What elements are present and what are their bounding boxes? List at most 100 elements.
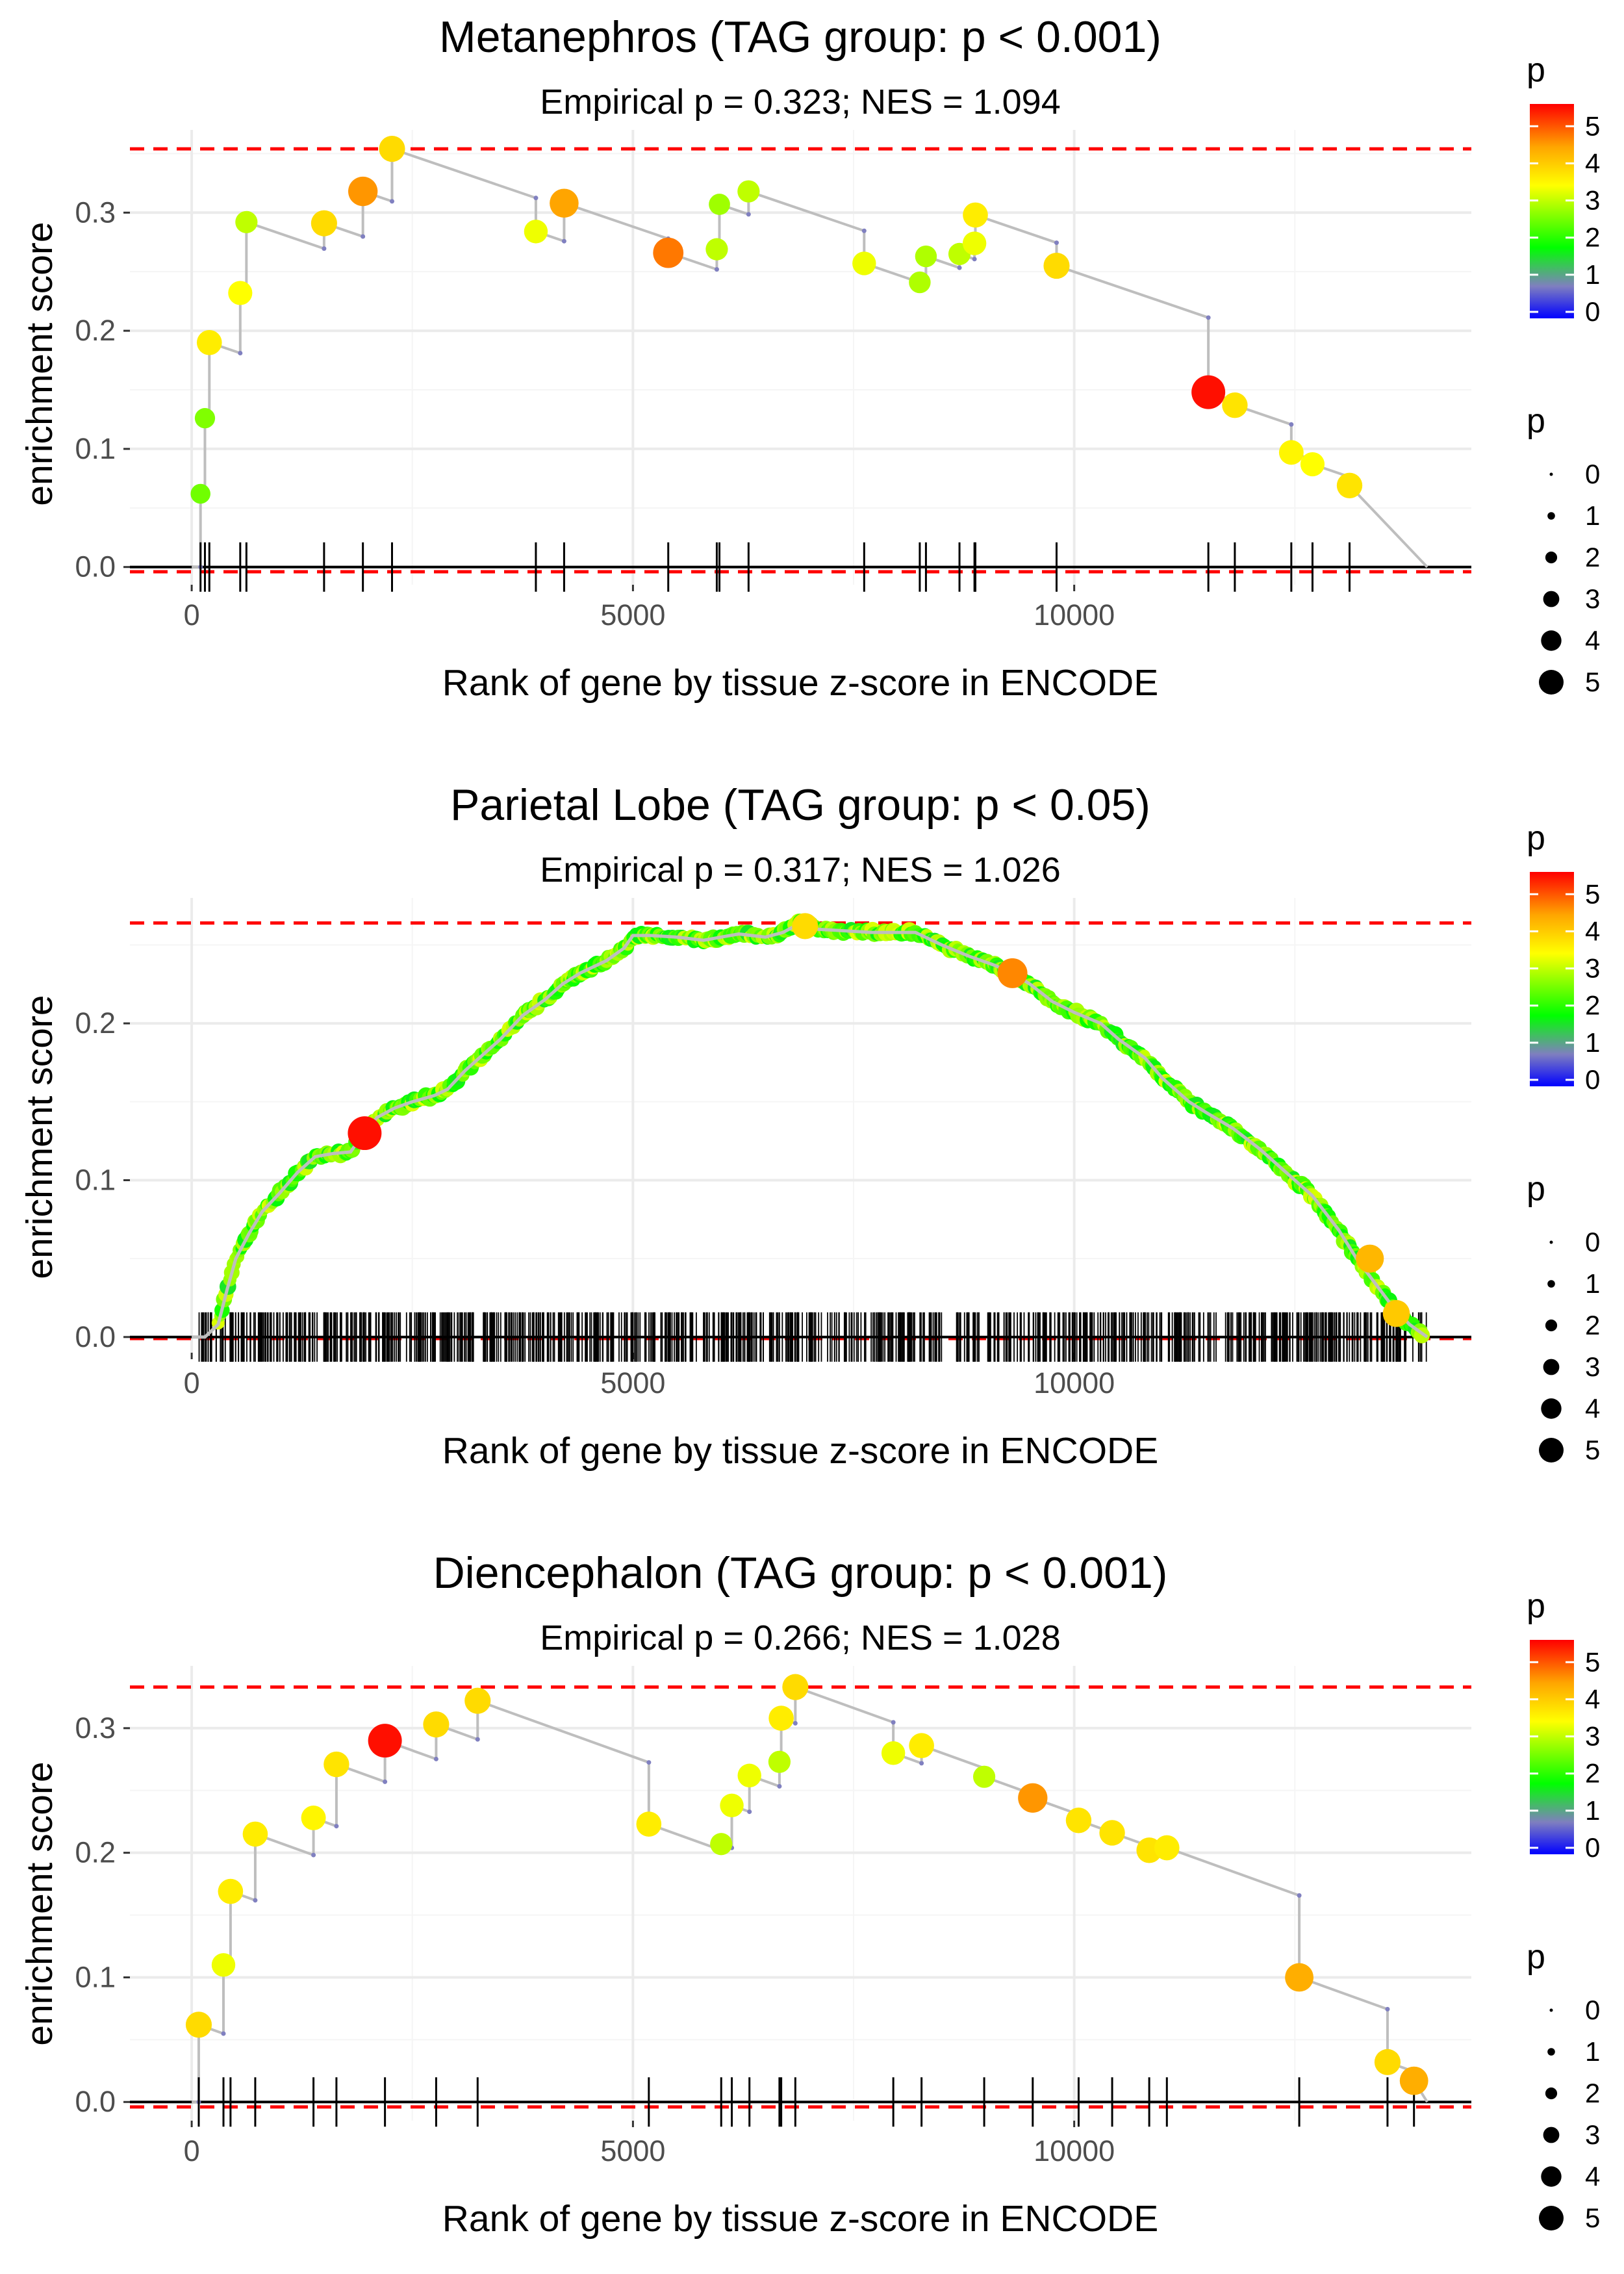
size-key-dot [1543,1359,1560,1375]
hit-point [768,1706,794,1731]
y-axis-title: enrichment score [19,995,60,1279]
size-key-dot [1541,2166,1562,2187]
drop-point [861,228,867,233]
drop-point [389,199,394,204]
hit-point [368,1724,402,1758]
hit-point [211,1953,236,1977]
hit-point [524,220,548,244]
hit-point [464,1687,491,1714]
size-key-label: 1 [1585,1268,1600,1299]
color-legend-title: p [1527,819,1545,857]
colorbar-tick-label: 1 [1585,259,1600,290]
x-tick-label: 10000 [1034,2134,1115,2167]
hit-point [348,1116,382,1151]
hit-point [962,231,987,255]
drop-point [322,246,327,251]
x-axis-title: Rank of gene by tissue z-score in ENCODE [442,2198,1158,2240]
colorbar-tick-label: 3 [1585,953,1600,984]
size-key-dot [1541,1398,1562,1419]
size-key-dot [1547,512,1555,520]
size-key-dot [1549,472,1553,476]
size-legend-title: p [1527,1170,1545,1208]
hit-point [218,1878,244,1904]
size-key-dot [1539,2206,1564,2230]
running-sum-line [192,921,1428,1339]
drop-point [433,1756,438,1761]
hit-point [1285,1963,1313,1992]
hit-point [185,2012,212,2038]
drop-point [747,1809,752,1815]
drop-point [891,1720,896,1725]
colorbar-tick-label: 1 [1585,1795,1600,1826]
size-legend: p 0 1 2 3 4 5 [1527,1938,1600,2233]
size-key-dot [1539,1438,1564,1463]
drop-point [793,1720,798,1726]
panel-parietal-lobe: Parietal Lobe (TAG group: p < 0.05) Empi… [19,780,1600,1472]
size-key-label: 3 [1585,1351,1600,1382]
size-legend: p 0 1 2 3 4 5 [1527,1170,1600,1465]
colorbar-tick-label: 5 [1585,110,1600,141]
chart-title: Metanephros (TAG group: p < 0.001) [439,12,1161,62]
hit-point [737,1763,761,1787]
hit-point [720,1793,744,1818]
x-tick-label: 0 [184,1366,200,1399]
colorbar-tick-label: 2 [1585,222,1600,253]
size-key-label: 5 [1585,2203,1600,2233]
x-tick-label: 10000 [1034,1366,1115,1399]
colorbar-tick-label: 0 [1585,1832,1600,1863]
drop-point [646,1760,652,1765]
y-tick-label: 0.1 [75,1960,116,1993]
colorbar [1530,1640,1574,1854]
hit-point [909,271,931,294]
color-legend: p 0 1 2 3 4 5 [1527,1587,1600,1863]
hit-point [963,202,988,228]
size-key-label: 1 [1585,2036,1600,2067]
drop-point [1054,240,1059,246]
y-tick-label: 0.0 [75,1320,116,1353]
chart-subtitle: Empirical p = 0.266; NES = 1.028 [540,1618,1060,1657]
x-tick-label: 5000 [600,598,665,632]
hit-point [915,245,937,268]
hit-point [909,1733,934,1759]
colorbar-tick-label: 2 [1585,990,1600,1021]
colorbar-tick-label: 0 [1585,1064,1600,1095]
x-tick-label: 5000 [600,1366,665,1399]
size-key-dot [1541,630,1562,651]
hit-point [235,211,258,233]
hit-point [379,136,405,162]
size-key-dot [1547,2048,1555,2056]
hit-point [423,1711,450,1738]
size-key-label: 0 [1585,459,1600,489]
size-key-label: 3 [1585,583,1600,614]
y-tick-label: 0.2 [75,314,116,347]
size-key-dot [1549,2008,1553,2012]
drop-point [1289,422,1294,427]
size-key-dot [1543,591,1560,607]
size-key-label: 0 [1585,1995,1600,2025]
drop-point [221,2031,226,2036]
drop-point [1385,2006,1390,2012]
hit-point [1018,1783,1048,1813]
hit-point [737,180,760,203]
panel-diencephalon: Diencephalon (TAG group: p < 0.001) Empi… [19,1548,1600,2240]
drop-point [533,196,539,201]
hit-point [852,251,876,275]
hit-point [782,1674,809,1700]
hit-point [710,1833,733,1856]
colorbar-tick-label: 5 [1585,878,1600,909]
plot-area: 0 5000 10000 0.0 0.1 0.2 0.3 [75,130,1471,632]
hit-point [1374,2049,1401,2075]
x-tick-label: 0 [184,598,200,632]
hit-point [636,1811,662,1837]
size-key-dot [1543,2127,1560,2143]
x-axis-title: Rank of gene by tissue z-score in ENCODE [442,662,1158,704]
hit-point [301,1806,326,1830]
hit-point [194,408,216,429]
drop-point [1297,1893,1302,1898]
size-key-dot [1547,1280,1555,1288]
hit-point [1099,1820,1125,1846]
y-tick-label: 0.3 [75,1711,116,1744]
colorbar [1530,872,1574,1086]
hit-point [1399,2066,1428,2095]
